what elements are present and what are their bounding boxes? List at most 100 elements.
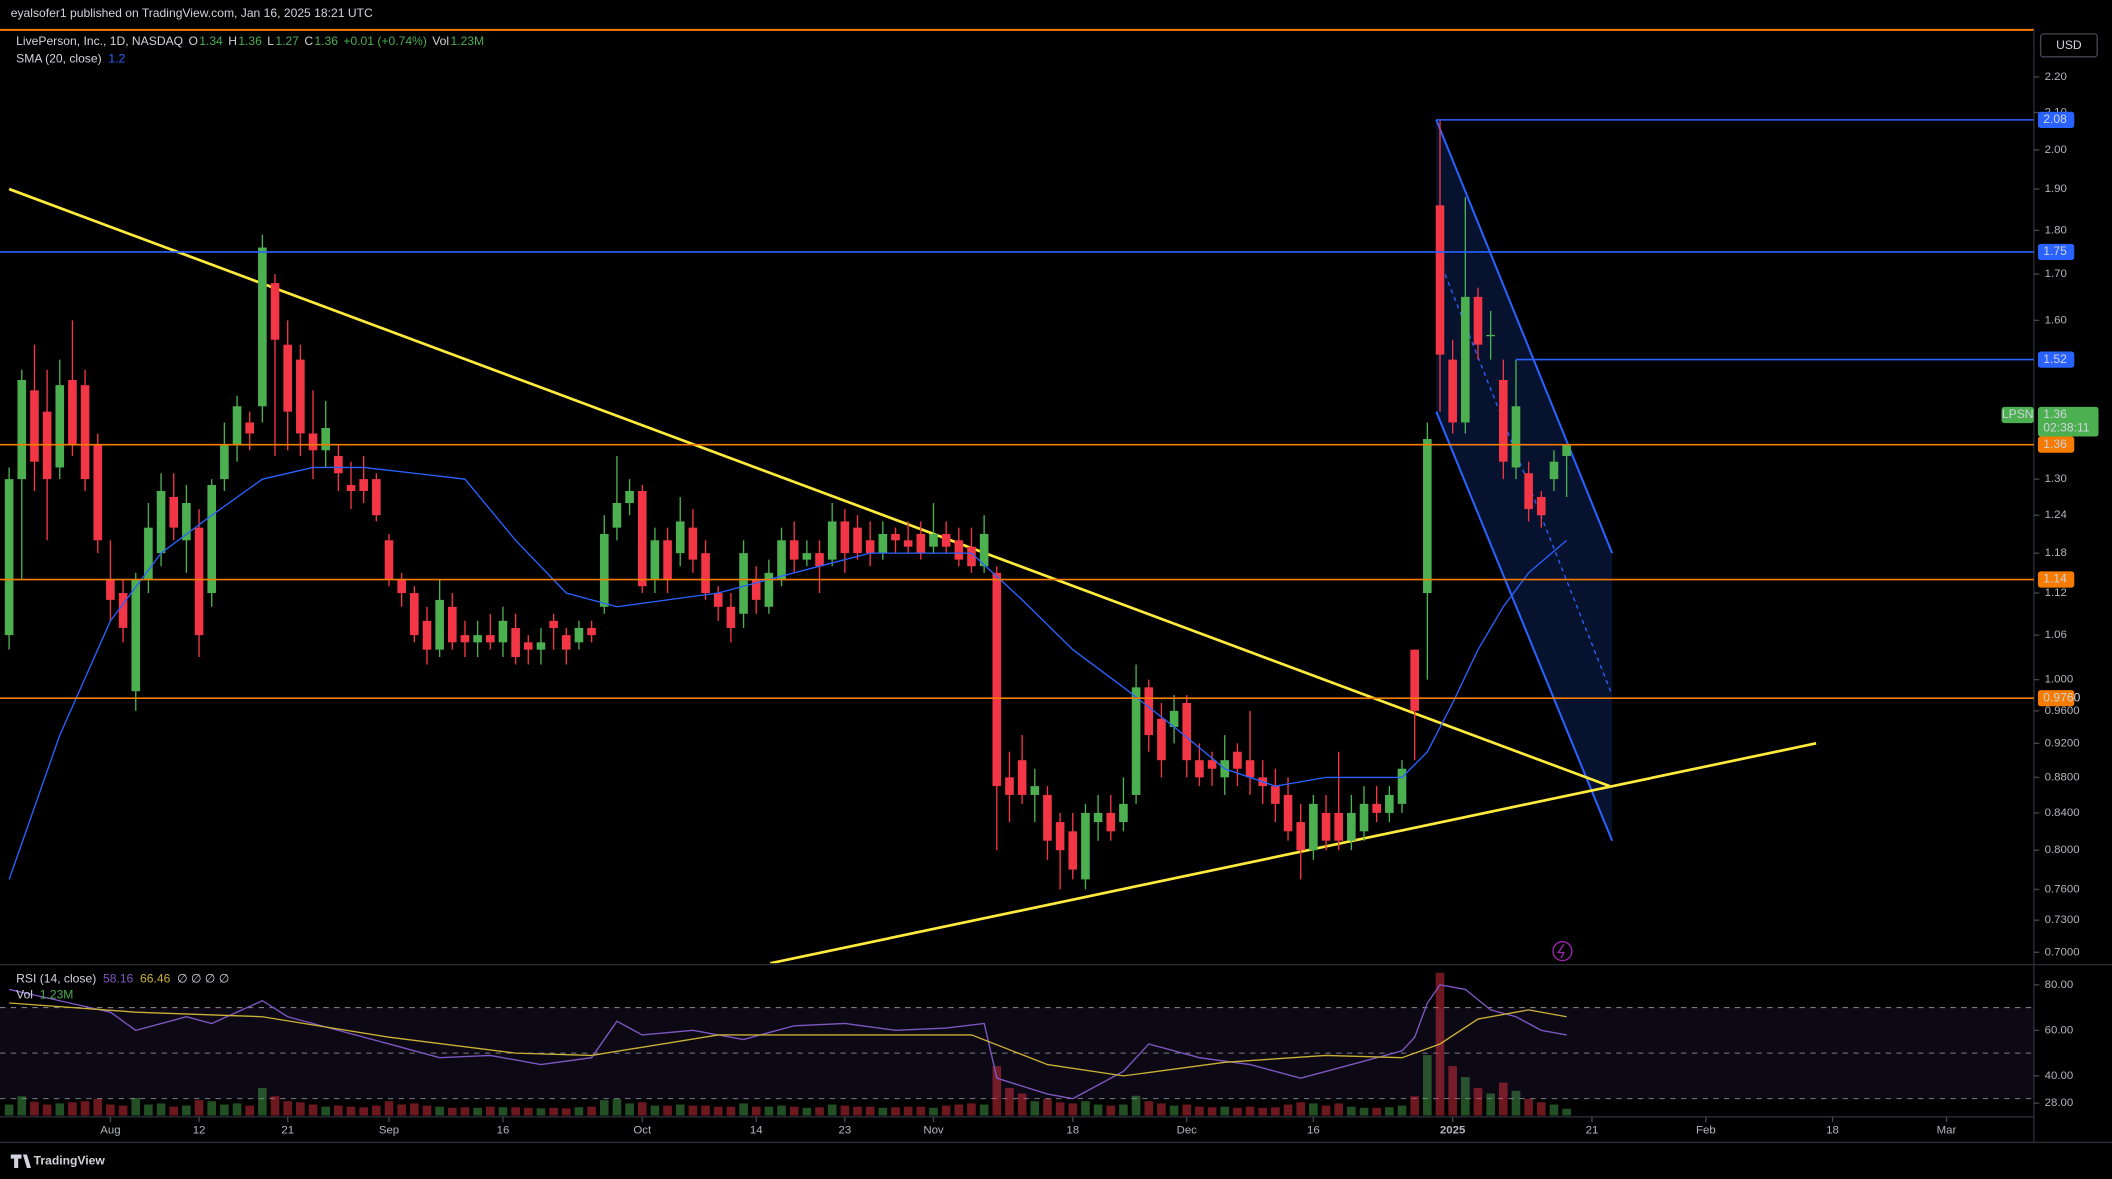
candle-body [853, 527, 862, 554]
candle-body [1043, 794, 1052, 841]
candle-body [1283, 794, 1293, 832]
candle-body [1397, 768, 1407, 804]
sma-name: SMA (20, close) [16, 52, 101, 66]
candle-body [1385, 794, 1394, 813]
y-tick-label: 40.00 [2045, 1070, 2074, 1082]
candle-body [207, 485, 217, 594]
x-tick-label: 16 [497, 1124, 510, 1136]
x-tick-label: Feb [1696, 1124, 1716, 1136]
volume-bar [220, 1104, 229, 1116]
candle-body [587, 627, 596, 636]
level-label-box [2037, 436, 2075, 453]
legend-low: 1.27 [275, 34, 299, 48]
volume-bar [4, 1104, 14, 1116]
volume-bar [713, 1106, 723, 1116]
volume-bar [891, 1107, 900, 1116]
candle-body [1106, 812, 1116, 832]
rsi-legend: RSI (14, close) 58.16 66.46 ∅ ∅ ∅ ∅ [16, 972, 229, 986]
volume-bar [397, 1104, 406, 1116]
candle-body [1461, 296, 1470, 423]
volume-bar [1536, 1102, 1546, 1116]
candle-body [435, 599, 444, 650]
candle-body [675, 521, 685, 554]
symbol-badge [2001, 406, 2034, 424]
x-tick-label: Nov [923, 1124, 944, 1136]
candle-body [561, 635, 571, 650]
volume-bar [93, 1099, 103, 1116]
level-label: 1.75 [2043, 244, 2067, 258]
candle-body [992, 572, 1002, 787]
volume-bar [485, 1106, 495, 1116]
volume-bar [1005, 1088, 1014, 1116]
channel-lower [1435, 411, 1614, 842]
candle-body [1119, 803, 1128, 823]
volume-bar [118, 1105, 128, 1116]
event-icon[interactable] [1552, 941, 1573, 962]
volume-bar [688, 1105, 698, 1116]
y-tick-label: 1.12 [2045, 587, 2067, 599]
legend-change: +0.01 (+0.74%) [343, 34, 426, 48]
volume-bar [42, 1104, 52, 1116]
sma-line [8, 466, 1568, 880]
candle-body [1309, 803, 1318, 851]
volume-bar [675, 1104, 685, 1116]
price-pane [4, 119, 1817, 964]
volume-bar [1334, 1103, 1344, 1116]
volume-bar [1562, 1108, 1571, 1116]
legend-o-label: O [188, 34, 197, 48]
price-legend: LivePerson, Inc., 1D, NASDAQ O1.34 H1.36 L1… [16, 34, 484, 48]
candle-body [131, 579, 141, 692]
candle-body [4, 479, 14, 636]
currency-box[interactable] [2039, 33, 2098, 58]
volume-bar [321, 1106, 330, 1116]
candle-body [1321, 812, 1331, 841]
candle-body [296, 359, 305, 434]
candle-body [739, 553, 748, 614]
volume-bar [802, 1107, 812, 1116]
candle-body [891, 533, 900, 541]
y-tick-label: 1.18 [2045, 547, 2067, 559]
candle-body [536, 642, 546, 650]
sma-value: 1.2 [108, 52, 125, 66]
y-tick-label: 1.06 [2045, 629, 2067, 641]
candle-body [1524, 473, 1533, 510]
volume-bar [245, 1105, 255, 1116]
candle-body [827, 521, 837, 560]
candle-body [1347, 812, 1356, 841]
legend-vol-label: Vol [432, 34, 449, 48]
currency: USD [2056, 38, 2082, 52]
candle-body [1511, 406, 1521, 468]
candle-body [1169, 710, 1179, 727]
y-tick-label: 1.24 [2045, 509, 2068, 521]
candle-body [523, 642, 533, 650]
volume-bar [1461, 1077, 1470, 1116]
volume-bar [1271, 1107, 1280, 1116]
candle-body [1182, 702, 1192, 761]
volume-bar [523, 1107, 533, 1116]
volume-bar [1448, 1066, 1457, 1116]
candle-body [1435, 205, 1445, 355]
candle-body [1562, 444, 1571, 456]
legend-volume: 1.23M [450, 34, 484, 48]
legend-l-label: L [267, 34, 274, 48]
y-tick-label: 0.8800 [2045, 771, 2080, 783]
volume-bar [1081, 1101, 1090, 1116]
volume-bar [270, 1096, 280, 1116]
candle-body [1233, 751, 1242, 769]
candle-body [1536, 496, 1546, 516]
volume-bar [827, 1104, 837, 1116]
volume-bar [1511, 1090, 1521, 1116]
candle-body [777, 540, 786, 580]
last-price-box [2037, 406, 2099, 437]
candle-body [1030, 786, 1040, 795]
candle-body [1157, 718, 1166, 761]
candle-body [840, 521, 850, 554]
candle-body [1448, 359, 1457, 423]
level-label-box [2037, 690, 2075, 707]
channel-upper [1435, 119, 1614, 554]
candle-body [1005, 777, 1014, 795]
candle-body [144, 527, 153, 580]
candle-body [637, 490, 647, 587]
